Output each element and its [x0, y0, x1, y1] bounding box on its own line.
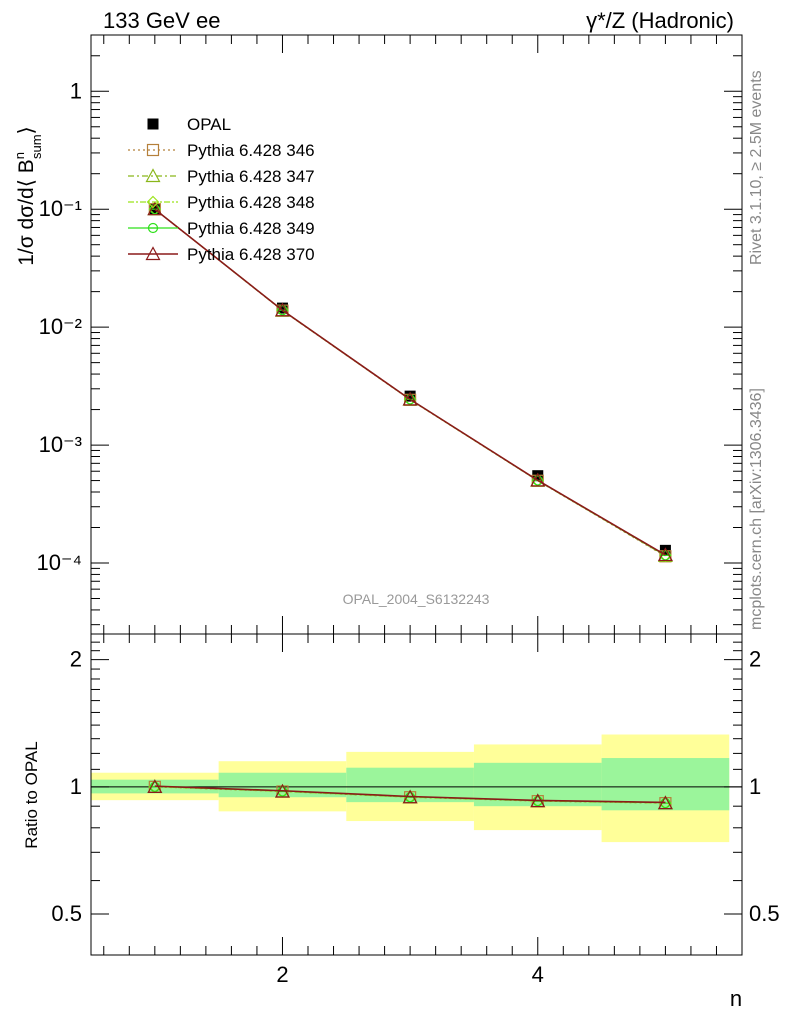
watermark: OPAL_2004_S6132243 — [343, 591, 490, 607]
ratio-y-tick-label: 1 — [70, 774, 82, 799]
ratio-y-tick-label-right: 1 — [749, 774, 761, 799]
y-tick-label: 10⁻¹ — [39, 196, 82, 221]
legend-marker — [145, 168, 161, 183]
opal-data-point — [404, 390, 416, 402]
x-tick-label: 2 — [276, 962, 288, 987]
legend-label-opal: OPAL — [187, 115, 231, 134]
y-tick-label: 1 — [70, 78, 82, 103]
legend-marker-opal — [147, 118, 159, 130]
side-mcplots-text: mcplots.cern.ch [arXiv:1306.3436] — [748, 388, 765, 630]
legend-marker — [145, 246, 161, 261]
legend-label: Pythia 6.428 348 — [187, 193, 315, 212]
legend-label: Pythia 6.428 346 — [187, 141, 315, 160]
ratio-series-point — [147, 779, 163, 793]
mc-series-point — [657, 547, 673, 562]
mc-series-point — [530, 472, 546, 487]
ratio-y-tick-label: 0.5 — [51, 901, 82, 926]
mc-series-point — [147, 201, 163, 216]
main-y-axis-label: 1/σ dσ/d⟨ Bn sum⟩ — [12, 126, 44, 266]
y-tick-label: 10⁻⁴ — [36, 550, 82, 575]
y-tick-label: 10⁻³ — [39, 432, 82, 457]
legend-label: Pythia 6.428 349 — [187, 219, 315, 238]
main-panel: 10⁻⁴ 10⁻³ 10⁻² 10⁻¹ 1 OPAL_2004_S6132243 — [36, 34, 743, 635]
y-tick-label: 10⁻² — [39, 314, 82, 339]
legend-label: Pythia 6.428 370 — [187, 245, 315, 264]
header-right: γ*/Z (Hadronic) — [586, 8, 734, 33]
mc-series-point — [274, 302, 290, 317]
ratio-y-tick-label-right: 2 — [749, 647, 761, 672]
opal-data-point — [276, 302, 288, 314]
ratio-panel-frame — [90, 633, 743, 956]
ratio-series-line — [154, 785, 666, 804]
ratio-y-tick-label: 2 — [70, 647, 82, 672]
ratio-panel: 2 4 0.5 0.5 1 1 2 2 — [51, 633, 780, 987]
x-axis-label: n — [730, 986, 742, 1011]
x-tick-label: 4 — [532, 962, 544, 987]
main-y-axis-label-end: ⟩ — [15, 126, 38, 134]
main-panel-ticks: 10⁻⁴ 10⁻³ 10⁻² 10⁻¹ 1 — [36, 34, 743, 634]
ratio-series-point — [530, 793, 546, 808]
main-y-axis-label-sup: n — [12, 152, 27, 159]
ratio-panel-ticks: 2 4 0.5 0.5 1 1 2 2 — [51, 634, 780, 987]
legend-marker — [146, 195, 160, 209]
ratio-series-point — [657, 795, 673, 810]
legend-marker — [146, 143, 160, 157]
ratio-y-axis-label: Ratio to OPAL — [22, 741, 41, 848]
ratio-y-tick-label-right: 0.5 — [749, 901, 780, 926]
header-left: 133 GeV ee — [103, 8, 220, 33]
mc-series-line — [154, 208, 666, 556]
main-y-axis-label-sub: sum — [29, 134, 44, 159]
ratio-series-point — [402, 789, 418, 804]
legend-label: Pythia 6.428 347 — [187, 167, 315, 186]
ratio-series — [147, 779, 673, 810]
side-rivet-text: Rivet 3.1.10, ≥ 2.5M events — [748, 70, 765, 265]
main-panel-series — [147, 201, 673, 563]
legend: OPAL Pythia 6.428 346 Pythia 6.428 347 Pyth… — [128, 115, 315, 264]
main-y-axis-label-main: 1/σ dσ/d⟨ B — [15, 159, 38, 266]
ratio-series-point — [274, 783, 290, 798]
mc-series-point — [402, 391, 418, 406]
